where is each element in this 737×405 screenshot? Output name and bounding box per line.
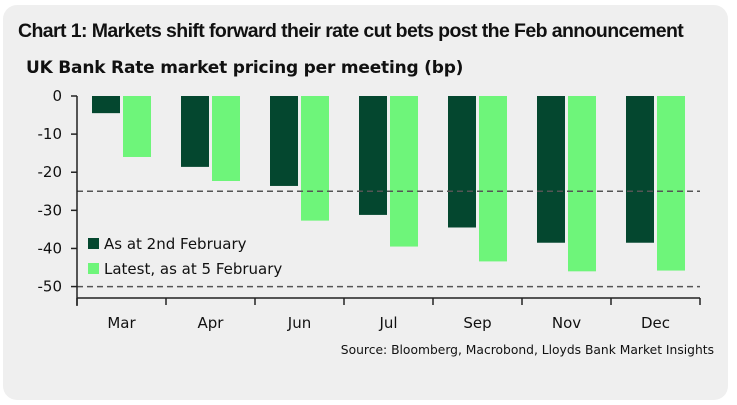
y-tick-label: -10 [38,125,63,143]
x-tick-label: Nov [552,314,581,332]
bar-feb2-dec [626,96,654,243]
bar-feb2-nov [537,96,565,243]
bar-feb5-jun [301,96,329,221]
y-tick-label: -40 [38,239,63,257]
chart-subtitle: UK Bank Rate market pricing per meeting … [26,58,464,78]
legend-label: Latest, as at 5 February [104,260,282,278]
bar-feb5-jul [390,96,418,247]
x-tick-label: Dec [641,314,670,332]
x-tick-label: Sep [463,314,491,332]
bar-feb5-nov [568,96,596,272]
x-axis: Mar Apr Jun Jul Sep Nov Dec [76,297,701,332]
bar-feb5-sep [479,96,507,262]
bar-feb2-jun [270,96,298,186]
reference-lines [77,190,700,288]
bar-feb5-mar [123,96,151,157]
bar-feb5-dec [657,96,685,271]
source-note: Source: Bloomberg, Macrobond, Lloyds Ban… [340,343,714,357]
bar-feb2-apr [181,96,209,167]
y-tick-label: 0 [52,87,62,105]
legend-label: As at 2nd February [104,235,247,253]
x-tick-label: Mar [107,314,136,332]
legend-swatch [88,263,99,274]
bar-feb2-jul [359,96,387,215]
bar-feb2-mar [92,96,120,114]
bar-feb2-sep [448,96,476,228]
x-tick-label: Jul [378,314,397,332]
bar-feb5-apr [212,96,240,181]
y-axis: 0 -10 -20 -30 -40 -50 [38,87,78,306]
y-tick-label: -20 [38,163,63,181]
y-tick-label: -50 [38,278,63,296]
legend-swatch [88,238,99,249]
bars-layer [92,96,685,272]
y-tick-label: -30 [38,201,63,219]
legend: As at 2nd February Latest, as at 5 Februa… [88,235,282,278]
x-tick-label: Jun [287,314,311,332]
x-tick-label: Apr [198,314,225,332]
chart-title: Chart 1: Markets shift forward their rat… [18,20,684,42]
